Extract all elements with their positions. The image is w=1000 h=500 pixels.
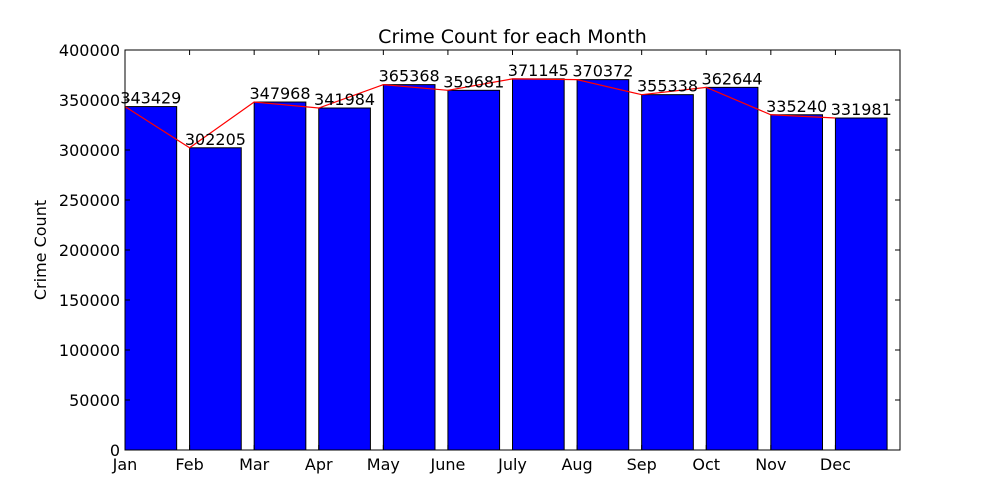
bar-dec: [834, 117, 888, 451]
y-tick-label: 200000: [59, 241, 120, 260]
y-tick-label: 300000: [59, 141, 120, 160]
data-label: 370372: [572, 62, 633, 81]
plot-area: 0 50000 100000 150000 200000 250000 300000 3500…: [59, 41, 901, 474]
data-label: 362644: [702, 69, 763, 88]
x-tick-label: Dec: [820, 455, 851, 474]
x-tick-label: Oct: [692, 455, 720, 474]
bar-sep: [641, 94, 694, 451]
data-label: 365368: [379, 67, 440, 86]
data-label: 343429: [120, 89, 181, 108]
y-tick-label: 50000: [69, 391, 120, 410]
bar-jan: [124, 106, 178, 451]
x-tick-label: Apr: [305, 455, 333, 474]
data-label: 302205: [185, 130, 246, 149]
bar-apr: [318, 107, 371, 451]
x-tick-label: Sep: [627, 455, 657, 474]
data-label: 331981: [831, 100, 892, 119]
x-tick-label: Aug: [561, 455, 592, 474]
x-tick-label: July: [497, 455, 527, 474]
bar-feb: [189, 147, 242, 451]
bar-june: [447, 89, 501, 451]
x-tick-label: Jan: [112, 455, 138, 474]
trend-line: [124, 78, 836, 149]
x-tick-label: Nov: [755, 455, 786, 474]
bar-may: [382, 84, 436, 451]
y-axis-label: Crime Count: [31, 200, 50, 300]
data-label: 371145: [508, 61, 569, 80]
data-label: 341984: [314, 90, 375, 109]
bar-july: [512, 78, 565, 451]
bar-mar: [253, 101, 307, 451]
x-tick-label: Mar: [239, 455, 270, 474]
chart-title: Crime Count for each Month: [378, 26, 647, 48]
x-tick-label: Feb: [175, 455, 203, 474]
y-tick-label: 0: [110, 441, 120, 460]
y-tick-label: 250000: [59, 191, 120, 210]
bar-nov: [770, 114, 823, 451]
data-label: 355338: [637, 77, 698, 96]
data-label: 335240: [766, 97, 827, 116]
y-tick-label: 400000: [59, 41, 120, 60]
x-tick-label: June: [429, 455, 465, 474]
bar-oct: [705, 86, 759, 451]
data-label: 359681: [443, 72, 504, 91]
x-tick-label: May: [367, 455, 400, 474]
y-tick-label: 150000: [59, 291, 120, 310]
y-tick-label: 350000: [59, 91, 120, 110]
y-tick-label: 100000: [59, 341, 120, 360]
bar-aug: [576, 79, 630, 451]
data-label: 347968: [249, 84, 310, 103]
